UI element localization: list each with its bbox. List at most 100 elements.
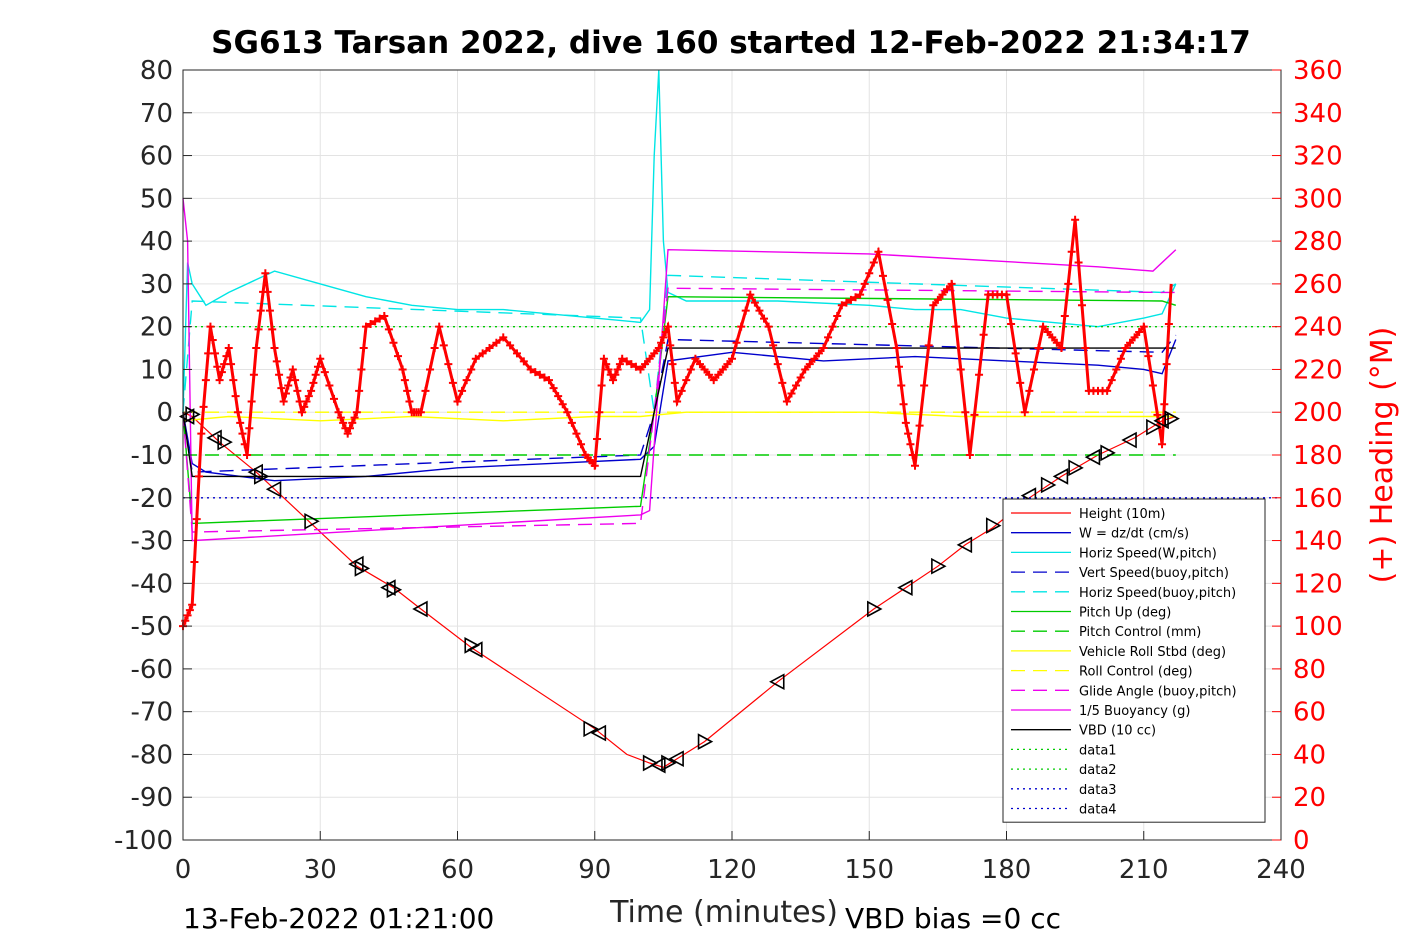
heading-marker — [284, 381, 293, 390]
heading-marker — [389, 338, 398, 347]
heading-marker — [249, 370, 258, 379]
heading-marker — [709, 376, 718, 385]
left-tick-label: -40 — [131, 569, 173, 599]
heading-marker — [506, 341, 515, 350]
heading-marker — [272, 357, 281, 366]
heading-marker — [188, 600, 197, 609]
heading-marker — [833, 311, 842, 320]
heading-marker — [979, 330, 988, 339]
heading-marker — [355, 386, 364, 395]
heading-marker — [824, 333, 833, 342]
heading-marker — [297, 408, 306, 417]
heading-marker — [352, 408, 361, 417]
heading-marker — [805, 360, 814, 369]
heading-marker — [295, 397, 304, 406]
heading-marker — [240, 440, 249, 449]
heading-marker — [403, 386, 412, 395]
heading-marker — [1107, 376, 1116, 385]
heading-marker — [453, 397, 462, 406]
heading-marker — [782, 397, 791, 406]
right-tick-label: 60 — [1293, 698, 1326, 728]
heading-marker — [856, 290, 865, 299]
heading-marker — [499, 333, 508, 342]
heading-marker — [595, 408, 604, 417]
left-tick-label: 50 — [140, 184, 173, 214]
heading-marker — [874, 247, 883, 256]
heading-marker — [1057, 344, 1066, 353]
heading-marker — [897, 381, 906, 390]
heading-marker — [636, 365, 645, 374]
heading-marker — [421, 386, 430, 395]
heading-marker — [938, 290, 947, 299]
bottom-tick-label: 240 — [1256, 855, 1306, 885]
heading-marker — [190, 557, 199, 566]
legend-entry-label: VBD (10 cc) — [1079, 724, 1156, 739]
heading-marker — [908, 451, 917, 459]
depth-marker — [1040, 476, 1057, 494]
heading-marker — [435, 322, 444, 331]
heading-marker — [371, 317, 380, 326]
heading-marker — [512, 349, 521, 358]
heading-marker — [1020, 408, 1029, 417]
heading-marker — [796, 373, 805, 382]
heading-marker — [728, 354, 736, 363]
heading-marker — [243, 451, 252, 459]
heading-marker — [531, 368, 540, 377]
heading-marker — [750, 298, 759, 307]
depth-marker — [354, 560, 371, 577]
heading-marker — [860, 279, 869, 288]
heading-marker — [206, 322, 215, 331]
heading-marker — [325, 381, 334, 390]
heading-marker — [622, 357, 631, 366]
heading-marker — [307, 386, 316, 395]
depth-marker — [1146, 418, 1162, 436]
left-tick-label: 70 — [140, 99, 173, 129]
heading-marker — [263, 287, 272, 296]
heading-marker — [911, 461, 919, 470]
heading-marker — [1160, 400, 1169, 409]
heading-marker — [737, 322, 746, 331]
footer-timestamp: 13-Feb-2022 01:21:00 — [183, 902, 494, 935]
heading-marker — [526, 365, 535, 374]
bottom-tick-label: 0 — [175, 855, 192, 885]
heading-marker — [627, 360, 636, 369]
left-tick-label: 30 — [140, 270, 173, 300]
heading-marker — [975, 370, 984, 379]
heading-marker — [366, 319, 375, 328]
right-tick-label: 80 — [1293, 655, 1326, 685]
heading-marker — [597, 381, 606, 390]
legend-entry-label: data2 — [1079, 763, 1117, 778]
right-tick-label: 0 — [1293, 826, 1310, 856]
heading-marker — [837, 301, 846, 310]
legend-entry-label: data1 — [1079, 743, 1117, 758]
heading-marker — [572, 429, 581, 438]
heading-marker — [778, 378, 787, 387]
heading-marker — [286, 373, 295, 382]
heading-marker — [828, 322, 837, 331]
depth-marker — [1068, 459, 1084, 477]
heading-marker — [311, 370, 320, 379]
right-tick-label: 220 — [1293, 355, 1343, 385]
heading-marker — [755, 306, 764, 315]
vbd-series — [182, 347, 1176, 478]
legend-entry-label: Horiz Speed(W,pitch) — [1079, 546, 1217, 561]
depth-marker — [412, 600, 428, 618]
heading-marker — [359, 344, 368, 353]
bottom-tick-label: 180 — [982, 855, 1032, 885]
height-series — [182, 411, 1176, 768]
right-tick-label: 300 — [1293, 184, 1343, 214]
heading-marker — [1007, 319, 1016, 328]
heading-marker — [384, 325, 393, 334]
heading-marker — [615, 360, 624, 369]
heading-marker — [302, 397, 311, 406]
legend-entry-label: Height (10m) — [1079, 507, 1165, 522]
heading-marker — [1130, 333, 1139, 342]
heading-marker — [961, 408, 970, 417]
depth-marker — [1153, 412, 1169, 430]
legend-entry-label: Pitch Up (deg) — [1079, 606, 1171, 621]
heading-marker — [577, 440, 586, 449]
legend: Height (10m) W = dz/dt (cm/s) Horiz Speed(… — [1002, 498, 1266, 823]
bottom-tick-label: 90 — [578, 855, 611, 885]
heading-marker — [1025, 386, 1034, 395]
